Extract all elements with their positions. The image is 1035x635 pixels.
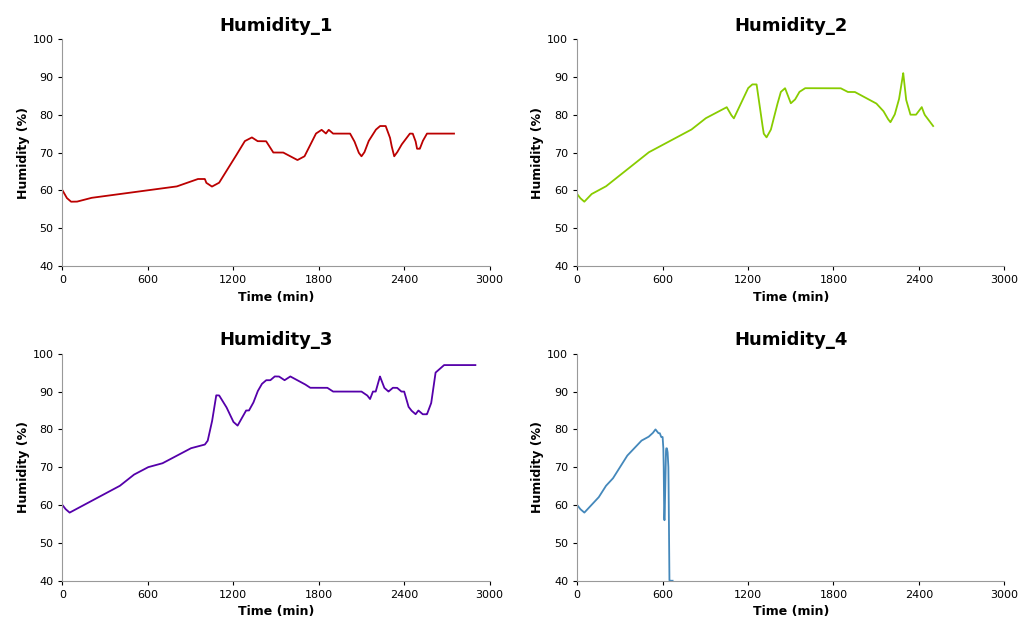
Title: Humidity_1: Humidity_1: [219, 17, 332, 35]
Title: Humidity_3: Humidity_3: [219, 331, 332, 349]
X-axis label: Time (min): Time (min): [238, 291, 315, 304]
Y-axis label: Humidity (%): Humidity (%): [531, 107, 544, 199]
Y-axis label: Humidity (%): Humidity (%): [17, 421, 30, 513]
Y-axis label: Humidity (%): Humidity (%): [531, 421, 544, 513]
Title: Humidity_2: Humidity_2: [734, 17, 848, 35]
Y-axis label: Humidity (%): Humidity (%): [17, 107, 30, 199]
Title: Humidity_4: Humidity_4: [734, 331, 848, 349]
X-axis label: Time (min): Time (min): [752, 605, 829, 618]
X-axis label: Time (min): Time (min): [752, 291, 829, 304]
X-axis label: Time (min): Time (min): [238, 605, 315, 618]
